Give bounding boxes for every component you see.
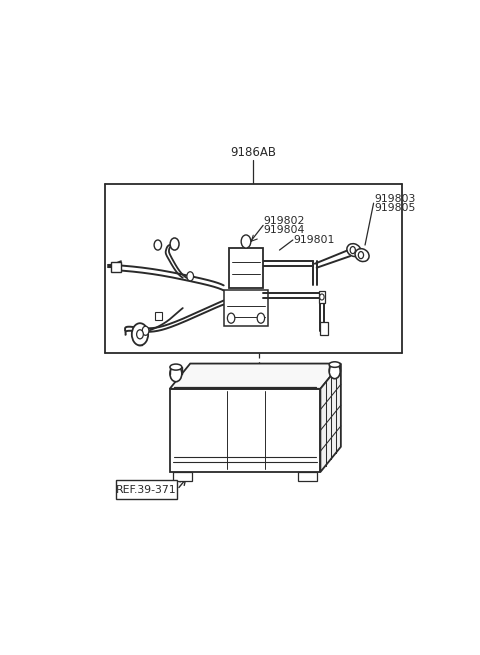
Bar <box>110 262 121 272</box>
Ellipse shape <box>347 244 361 257</box>
Circle shape <box>359 252 363 259</box>
Bar <box>224 290 268 326</box>
Bar <box>298 472 317 481</box>
Ellipse shape <box>329 362 340 367</box>
Text: 919801: 919801 <box>294 235 335 245</box>
Circle shape <box>329 364 340 379</box>
Circle shape <box>257 313 264 323</box>
Bar <box>321 322 328 335</box>
Text: 919804: 919804 <box>264 225 305 235</box>
Polygon shape <box>170 389 321 472</box>
Bar <box>155 312 162 320</box>
Circle shape <box>187 272 193 281</box>
Circle shape <box>170 238 179 250</box>
Bar <box>173 472 192 481</box>
Circle shape <box>154 240 162 250</box>
Text: 919805: 919805 <box>374 203 416 214</box>
Circle shape <box>137 329 144 339</box>
Circle shape <box>350 246 355 253</box>
Circle shape <box>228 313 235 323</box>
Circle shape <box>320 294 324 300</box>
Polygon shape <box>170 364 341 389</box>
Circle shape <box>241 235 251 248</box>
Polygon shape <box>321 364 341 472</box>
Circle shape <box>142 326 149 335</box>
Text: 9186AB: 9186AB <box>230 146 276 159</box>
Text: 919803: 919803 <box>374 194 416 204</box>
Circle shape <box>132 323 148 345</box>
Ellipse shape <box>170 364 182 370</box>
Text: REF.39-371: REF.39-371 <box>116 485 177 495</box>
Circle shape <box>170 365 182 382</box>
FancyBboxPatch shape <box>116 480 177 499</box>
Text: 919802: 919802 <box>264 216 305 226</box>
Bar <box>319 291 325 303</box>
Bar <box>229 248 263 288</box>
Ellipse shape <box>355 249 369 261</box>
